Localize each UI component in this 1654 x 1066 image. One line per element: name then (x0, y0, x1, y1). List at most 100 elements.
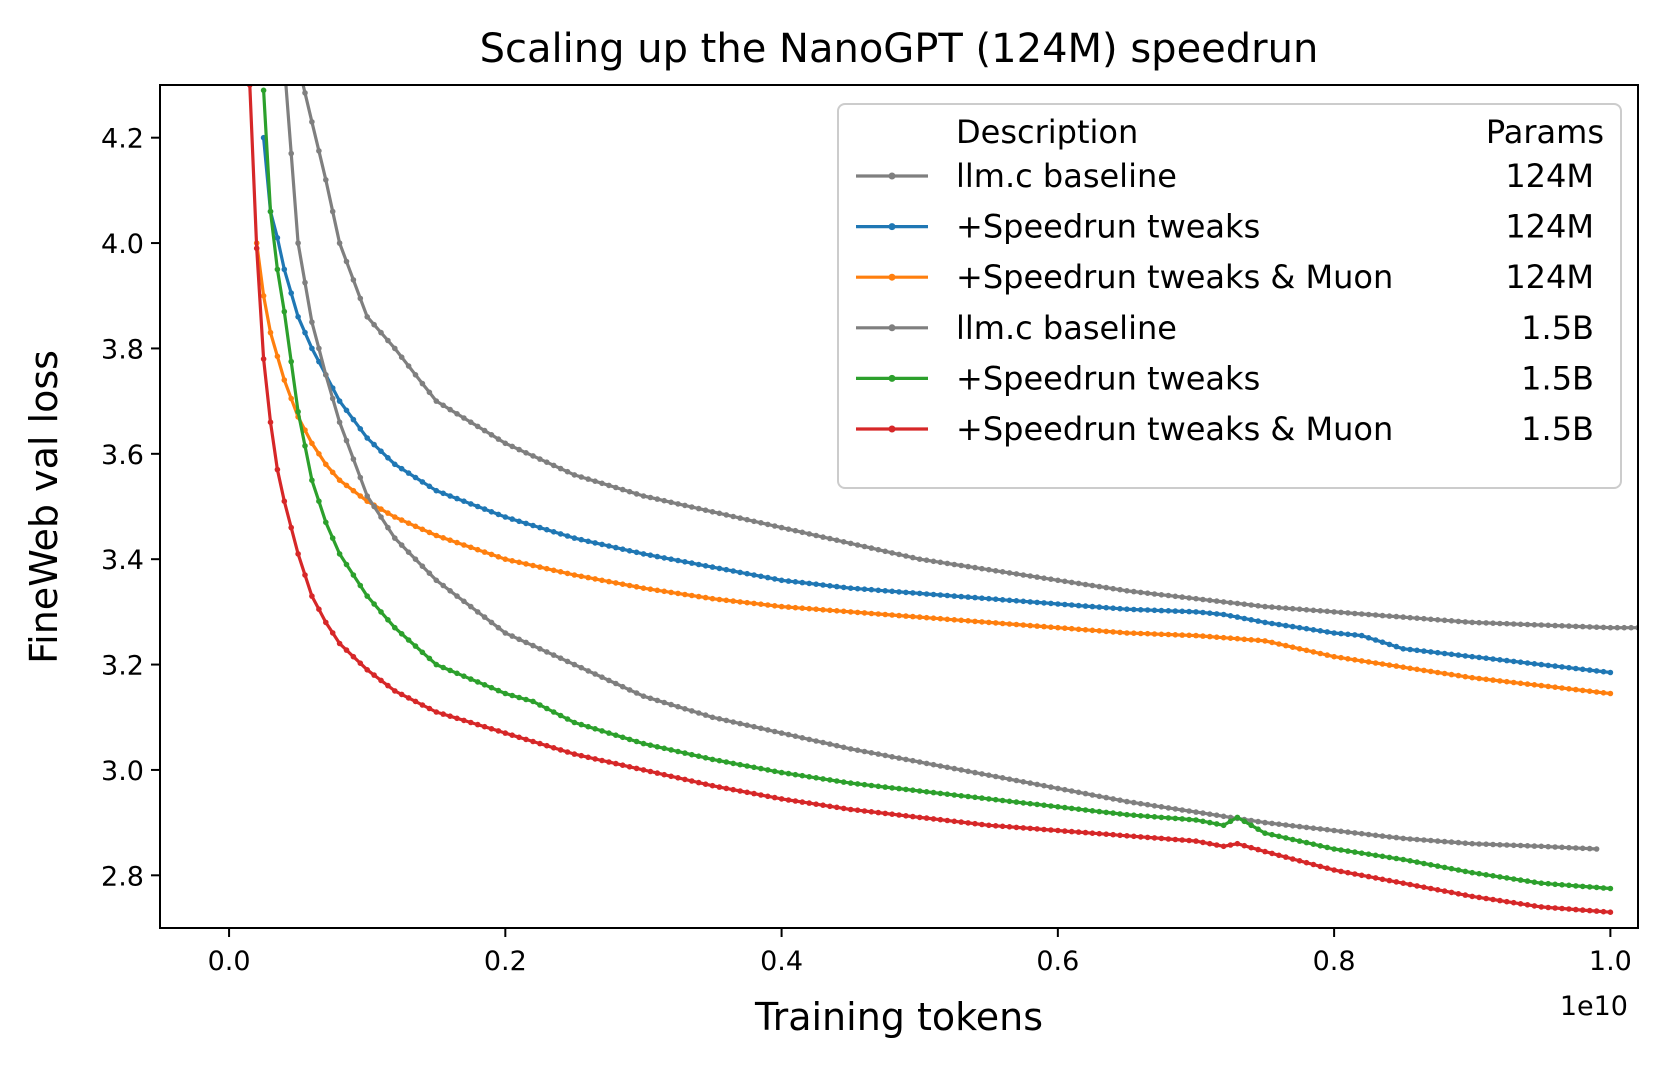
data-point (999, 569, 1006, 575)
data-point (910, 590, 916, 596)
data-point (1269, 820, 1275, 827)
data-point (578, 721, 585, 728)
data-point (1213, 812, 1220, 818)
legend-label: +Speedrun tweaks & Muon (956, 410, 1393, 448)
data-point (640, 767, 647, 773)
data-point (1165, 608, 1172, 614)
data-point (295, 314, 301, 320)
data-point (474, 423, 481, 430)
data-point (502, 514, 509, 520)
data-point (661, 497, 667, 504)
data-point (1365, 635, 1372, 641)
data-point (1372, 612, 1379, 618)
data-point (288, 395, 295, 402)
data-point (1303, 859, 1310, 866)
data-point (1352, 830, 1358, 836)
legend-label: +Speedrun tweaks (956, 359, 1260, 397)
data-point (1034, 623, 1040, 629)
data-point (861, 586, 868, 592)
data-point (1193, 809, 1199, 815)
data-point (495, 624, 502, 631)
data-point (792, 604, 799, 611)
data-point (440, 402, 447, 409)
data-point (799, 772, 806, 779)
data-point (1227, 842, 1234, 848)
data-point (1269, 604, 1275, 610)
data-point (419, 702, 426, 708)
data-point (827, 741, 833, 747)
data-point (1303, 607, 1310, 613)
data-point (654, 770, 661, 776)
data-point (1552, 622, 1558, 629)
data-point (468, 544, 474, 551)
data-point (916, 814, 923, 821)
data-point (847, 746, 854, 752)
data-point (847, 806, 854, 813)
data-point (1338, 868, 1344, 875)
data-point (958, 562, 964, 569)
data-point (1055, 827, 1061, 834)
data-point (633, 738, 640, 745)
data-point (1573, 883, 1579, 889)
data-point (1213, 611, 1220, 617)
data-point (488, 726, 495, 732)
legend-entry: +Speedrun tweaks 1.5B (856, 359, 1594, 397)
data-point (619, 581, 626, 587)
data-point (1193, 609, 1199, 615)
data-point (1296, 838, 1303, 844)
data-point (1117, 629, 1123, 636)
data-point (1434, 617, 1441, 623)
data-point (1213, 821, 1220, 827)
data-point (792, 798, 799, 804)
data-point (1034, 599, 1040, 606)
data-point (1068, 625, 1075, 632)
data-point (1179, 807, 1185, 813)
data-point (1586, 667, 1593, 673)
data-point (778, 603, 785, 610)
data-point (1358, 830, 1365, 837)
data-point (1441, 888, 1448, 894)
data-point (405, 637, 412, 643)
data-point (481, 549, 488, 555)
data-point (1566, 882, 1572, 889)
data-point (1144, 630, 1151, 637)
data-point (1283, 835, 1289, 841)
data-point (827, 777, 833, 783)
data-point (875, 587, 882, 594)
data-point (1193, 817, 1199, 823)
data-point (972, 618, 978, 625)
data-point (1400, 646, 1406, 652)
data-point (972, 794, 978, 801)
data-point (1269, 850, 1275, 857)
data-point (1248, 637, 1254, 643)
data-point (1497, 842, 1503, 848)
data-point (903, 756, 909, 763)
data-point (889, 811, 895, 817)
data-point (944, 560, 951, 567)
data-point (1207, 840, 1213, 847)
data-point (923, 815, 930, 821)
data-point (1165, 805, 1172, 811)
data-point (1421, 667, 1427, 674)
data-point (578, 573, 585, 580)
data-point (585, 538, 591, 545)
data-point (923, 789, 930, 795)
data-point (1041, 600, 1047, 606)
data-point (751, 518, 757, 525)
data-point (785, 578, 792, 584)
data-point (1269, 620, 1275, 627)
data-point (488, 551, 495, 558)
data-point (1041, 575, 1047, 581)
data-point (571, 719, 578, 726)
data-point (965, 618, 971, 624)
data-point (813, 801, 819, 807)
data-point (1276, 621, 1282, 628)
data-point (716, 596, 723, 603)
data-point (343, 561, 350, 568)
data-point (398, 354, 405, 361)
data-point (1455, 867, 1462, 873)
data-point (571, 472, 578, 478)
data-point (709, 714, 716, 721)
data-point (1207, 811, 1213, 817)
